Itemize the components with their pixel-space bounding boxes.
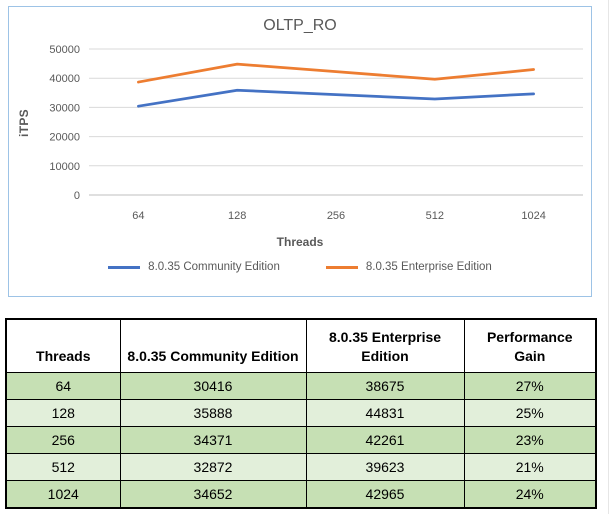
table-row: 128 35888 44831 25% — [5, 399, 597, 427]
table-cell[interactable]: 27% — [463, 372, 597, 400]
table-cell[interactable]: 34652 — [119, 480, 307, 509]
x-axis-title: Threads — [276, 235, 324, 249]
y-tick-label: 20000 — [49, 132, 80, 144]
plot-wrap: iTPS 0 10000 20000 30000 40000 50000 64 128 256 5… — [9, 37, 591, 233]
table-cell[interactable]: 34371 — [119, 426, 307, 454]
y-axis-title: iTPS — [17, 109, 31, 137]
x-tick-label: 64 — [132, 210, 144, 222]
x-tick-label: 256 — [327, 210, 345, 222]
y-tick-label: 10000 — [49, 161, 80, 173]
table-header-cell[interactable]: Performance Gain — [463, 318, 597, 373]
x-tick-label: 128 — [228, 210, 246, 222]
table-cell[interactable]: 30416 — [119, 372, 307, 400]
table-cell[interactable]: 21% — [463, 453, 597, 481]
legend-line-swatch-community — [108, 265, 141, 269]
y-tick-label: 50000 — [49, 44, 80, 56]
table-cell[interactable]: 32872 — [119, 453, 307, 481]
legend-label-enterprise: 8.0.35 Enterprise Edition — [365, 261, 492, 273]
table-row: 256 34371 42261 23% — [5, 426, 597, 454]
y-tick-label: 0 — [74, 190, 80, 202]
table-cell[interactable]: 256 — [5, 426, 121, 454]
table-cell[interactable]: 38675 — [305, 372, 465, 400]
chart-title: OLTP_RO — [263, 17, 337, 34]
legend-label-community: 8.0.35 Community Edition — [148, 261, 280, 273]
table-cell[interactable]: 25% — [463, 399, 597, 427]
table-row: 512 32872 39623 21% — [5, 453, 597, 481]
table-cell[interactable]: 39623 — [305, 453, 465, 481]
x-tick-label: 512 — [426, 210, 444, 222]
table-header-row: Threads 8.0.35 Community Edition 8.0.35 En… — [5, 318, 597, 373]
table-header-cell[interactable]: 8.0.35 Enterprise Edition — [305, 318, 465, 373]
chart-object[interactable]: OLTP_RO iTPS 0 10000 20000 30000 40000 50000 6… — [8, 6, 592, 297]
table-cell[interactable]: 23% — [463, 426, 597, 454]
table-row: 64 30416 38675 27% — [5, 372, 597, 400]
x-tick-label: 1024 — [521, 210, 545, 222]
y-tick-label: 40000 — [49, 73, 80, 85]
table-cell[interactable]: 42261 — [305, 426, 465, 454]
table-cell[interactable]: 24% — [463, 480, 597, 509]
table-cell[interactable]: 64 — [5, 372, 121, 400]
series-line-0 — [137, 88, 535, 108]
table-cell[interactable]: 512 — [5, 453, 121, 481]
chart-legend: 8.0.35 Community Edition 8.0.35 Enterpri… — [9, 261, 591, 273]
table-header-cell[interactable]: Threads — [5, 318, 121, 373]
table-cell[interactable]: 128 — [5, 399, 121, 427]
plot-area: 0 10000 20000 30000 40000 50000 64 128 256 512 102… — [49, 44, 583, 222]
table-cell[interactable]: 1024 — [5, 480, 121, 509]
legend-line-swatch-enterprise — [325, 265, 358, 269]
table-header-cell[interactable]: 8.0.35 Community Edition — [119, 318, 307, 373]
results-table: Threads 8.0.35 Community Edition 8.0.35 En… — [5, 318, 597, 509]
table-row: 1024 34652 42965 24% — [5, 480, 597, 509]
table-cell[interactable]: 44831 — [305, 399, 465, 427]
table-cell[interactable]: 42965 — [305, 480, 465, 509]
y-tick-label: 30000 — [49, 102, 80, 114]
series-line-1 — [137, 62, 535, 84]
legend-item-community: 8.0.35 Community Edition — [108, 261, 280, 273]
table-cell[interactable]: 35888 — [119, 399, 307, 427]
legend-item-enterprise: 8.0.35 Enterprise Edition — [325, 261, 492, 273]
